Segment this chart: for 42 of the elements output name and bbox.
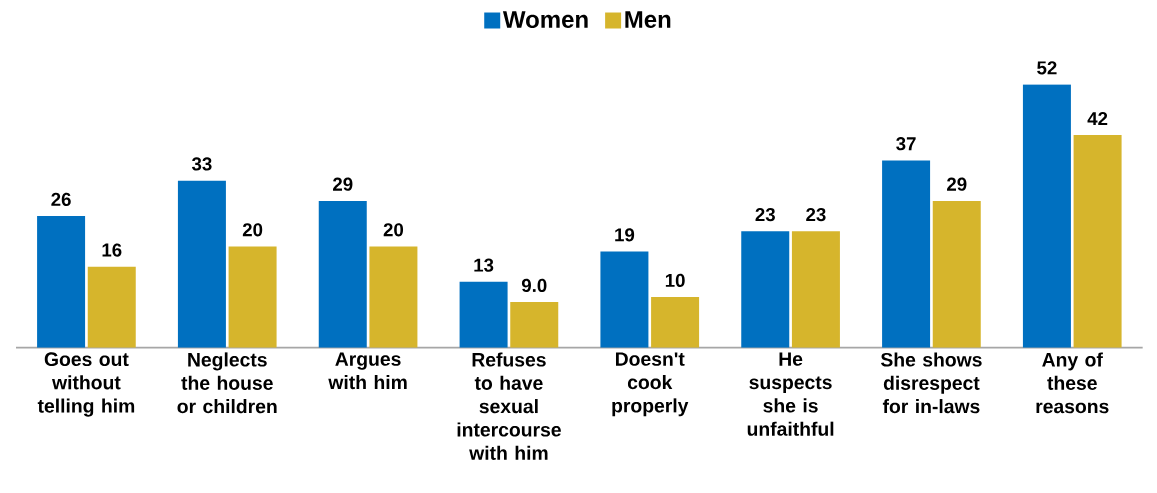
bar — [741, 231, 790, 348]
data-label: 23 — [755, 207, 775, 222]
x-tick-label: He suspects she is unfaithful — [747, 352, 834, 436]
x-tick-label: Goes out without telling him — [37, 352, 135, 417]
data-label: 29 — [333, 177, 353, 191]
data-label: 29 — [947, 177, 967, 191]
x-tick-label: Any of these reasons — [1036, 352, 1109, 414]
bar — [1022, 84, 1071, 348]
x-tick-label: Doesn't cook properly — [612, 352, 689, 417]
data-label: 20 — [383, 223, 404, 237]
data-label: 52 — [1037, 61, 1057, 75]
bar — [228, 246, 277, 348]
bar — [651, 297, 700, 348]
data-label: 10 — [665, 273, 685, 288]
bar — [459, 281, 508, 348]
data-label: 26 — [51, 192, 71, 207]
bar — [37, 216, 86, 348]
bar — [882, 160, 931, 348]
x-tick-label: Neglects the house or children — [177, 352, 277, 414]
bar — [177, 180, 226, 348]
bar — [1073, 135, 1122, 348]
data-label: 13 — [474, 258, 494, 272]
bar — [318, 200, 367, 348]
bar — [600, 251, 649, 348]
data-label: 42 — [1087, 112, 1108, 126]
bar — [87, 266, 136, 348]
legend-label: Women — [502, 11, 588, 28]
legend-label: Men — [625, 11, 671, 28]
bar — [932, 200, 981, 348]
data-label: 37 — [896, 137, 916, 151]
data-label: 20 — [242, 223, 263, 237]
data-label: 33 — [191, 157, 212, 171]
bar — [791, 231, 840, 348]
bar — [369, 246, 418, 348]
data-label: 23 — [806, 207, 826, 222]
bar — [510, 302, 559, 348]
x-tick-label: Argues with him — [328, 352, 407, 390]
x-tick-label: Refuses to have sexual intercourse with him — [457, 352, 561, 460]
data-label: 16 — [102, 243, 122, 257]
x-tick-label: She shows disrespect for in-laws — [880, 352, 982, 414]
data-label: 19 — [615, 228, 635, 242]
data-label: 9.0 — [521, 278, 547, 293]
